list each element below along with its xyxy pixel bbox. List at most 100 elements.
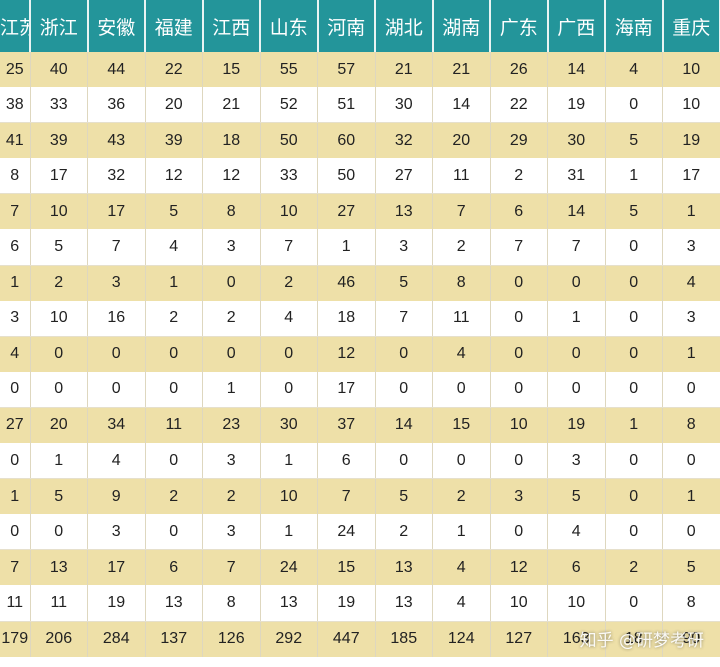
table-cell: 3 [547,443,606,480]
table-cell: 12 [317,336,376,372]
table-cell: 21 [375,52,433,88]
table-cell: 4 [605,52,663,88]
table-cell: 11 [145,407,203,444]
table-cell: 0 [605,229,663,266]
table-cell: 18 [317,300,376,337]
table-row: 41 39 43 39 18 50 60 32 20 29 30 5 19 [0,122,720,159]
table-cell: 7 [375,300,433,337]
table-cell: 33 [30,87,88,124]
table-cell: 32 [375,122,433,159]
table-cell: 44 [87,52,146,88]
table-cell: 36 [87,87,146,124]
table-cell: 22 [490,87,548,124]
table-cell: 9 [87,478,146,515]
table-row: 27 20 34 11 23 30 37 14 15 10 19 1 8 [0,407,720,444]
table-cell: 0 [605,478,663,515]
table-cell: 31 [547,158,606,195]
column-header: 海南 [605,0,664,52]
table-cell: 0 [490,514,548,551]
table-cell: 50 [317,158,376,195]
table-row: 4 0 0 0 0 0 12 0 4 0 0 0 1 [0,336,720,372]
table-cell: 7 [547,229,606,266]
table-cell: 32 [87,158,146,195]
table-cell: 38 [0,87,31,124]
table-cell: 292 [260,621,318,657]
table-cell: 1 [0,478,31,515]
table-cell: 3 [662,300,720,337]
table-cell: 5 [375,478,433,515]
table-cell: 0 [605,87,663,124]
table-cell: 1 [662,336,720,372]
table-cell: 0 [30,514,88,551]
table-cell: 5 [30,478,88,515]
table-row: 0 0 0 0 1 0 17 0 0 0 0 0 0 [0,371,720,408]
table-cell: 22 [145,52,203,88]
table-cell: 1 [605,407,663,444]
table-cell: 0 [605,585,663,622]
table-row: 11 11 19 13 8 13 19 13 4 10 10 0 8 [0,585,720,622]
table-cell: 27 [317,193,376,230]
table-cell: 15 [317,549,376,586]
table-cell: 10 [662,87,720,124]
table-cell: 0 [145,371,203,408]
table-cell: 1 [317,229,376,266]
table-cell: 0 [375,371,433,408]
table-cell: 11 [0,585,31,622]
table-cell: 30 [260,407,318,444]
table-cell: 0 [260,371,318,408]
table-cell: 0 [145,443,203,480]
table-cell: 0 [547,336,606,372]
table-cell: 0 [547,371,606,408]
table-cell: 13 [375,585,433,622]
table-cell: 7 [432,193,491,230]
table-cell: 43 [87,122,146,159]
table-cell: 5 [605,122,663,159]
column-header: 安徽 [87,0,146,52]
table-cell: 12 [202,158,261,195]
table-cell: 14 [547,193,606,230]
table-cell: 10 [490,585,548,622]
table-cell: 3 [202,514,261,551]
table-cell: 30 [375,87,433,124]
table-cell: 39 [145,122,203,159]
table-cell: 6 [317,443,376,480]
column-header: 湖南 [432,0,491,52]
table-cell: 1 [30,443,88,480]
table-cell: 21 [202,87,261,124]
column-header: 河南 [317,0,376,52]
table-cell: 179 [0,621,31,657]
table-cell: 0 [375,443,433,480]
table-cell: 12 [490,549,548,586]
table-cell: 46 [317,265,376,301]
table-cell: 23 [202,407,261,444]
table-cell: 2 [260,265,318,301]
table-cell: 16 [87,300,146,337]
table-cell: 14 [375,407,433,444]
table-cell: 126 [202,621,261,657]
table-cell: 0 [662,514,720,551]
table-cell: 5 [547,478,606,515]
table-cell: 4 [432,336,491,372]
table-row: 0 0 3 0 3 1 24 2 1 0 4 0 0 [0,514,720,551]
table-cell: 3 [490,478,548,515]
table-cell: 0 [432,443,491,480]
table-cell: 57 [317,52,376,88]
table-cell: 6 [145,549,203,586]
table-cell: 24 [317,514,376,551]
table-cell: 3 [0,300,31,337]
table-cell: 1 [547,300,606,337]
table-cell: 0 [490,371,548,408]
table-cell: 60 [317,122,376,159]
table-cell: 13 [260,585,318,622]
table-cell: 0 [202,265,261,301]
table-cell: 27 [0,407,31,444]
table-cell: 10 [662,52,720,88]
table-cell: 11 [30,585,88,622]
table-cell: 1 [145,265,203,301]
table-cell: 0 [662,443,720,480]
table-cell: 4 [260,300,318,337]
table-cell: 7 [260,229,318,266]
table-cell: 0 [0,371,31,408]
